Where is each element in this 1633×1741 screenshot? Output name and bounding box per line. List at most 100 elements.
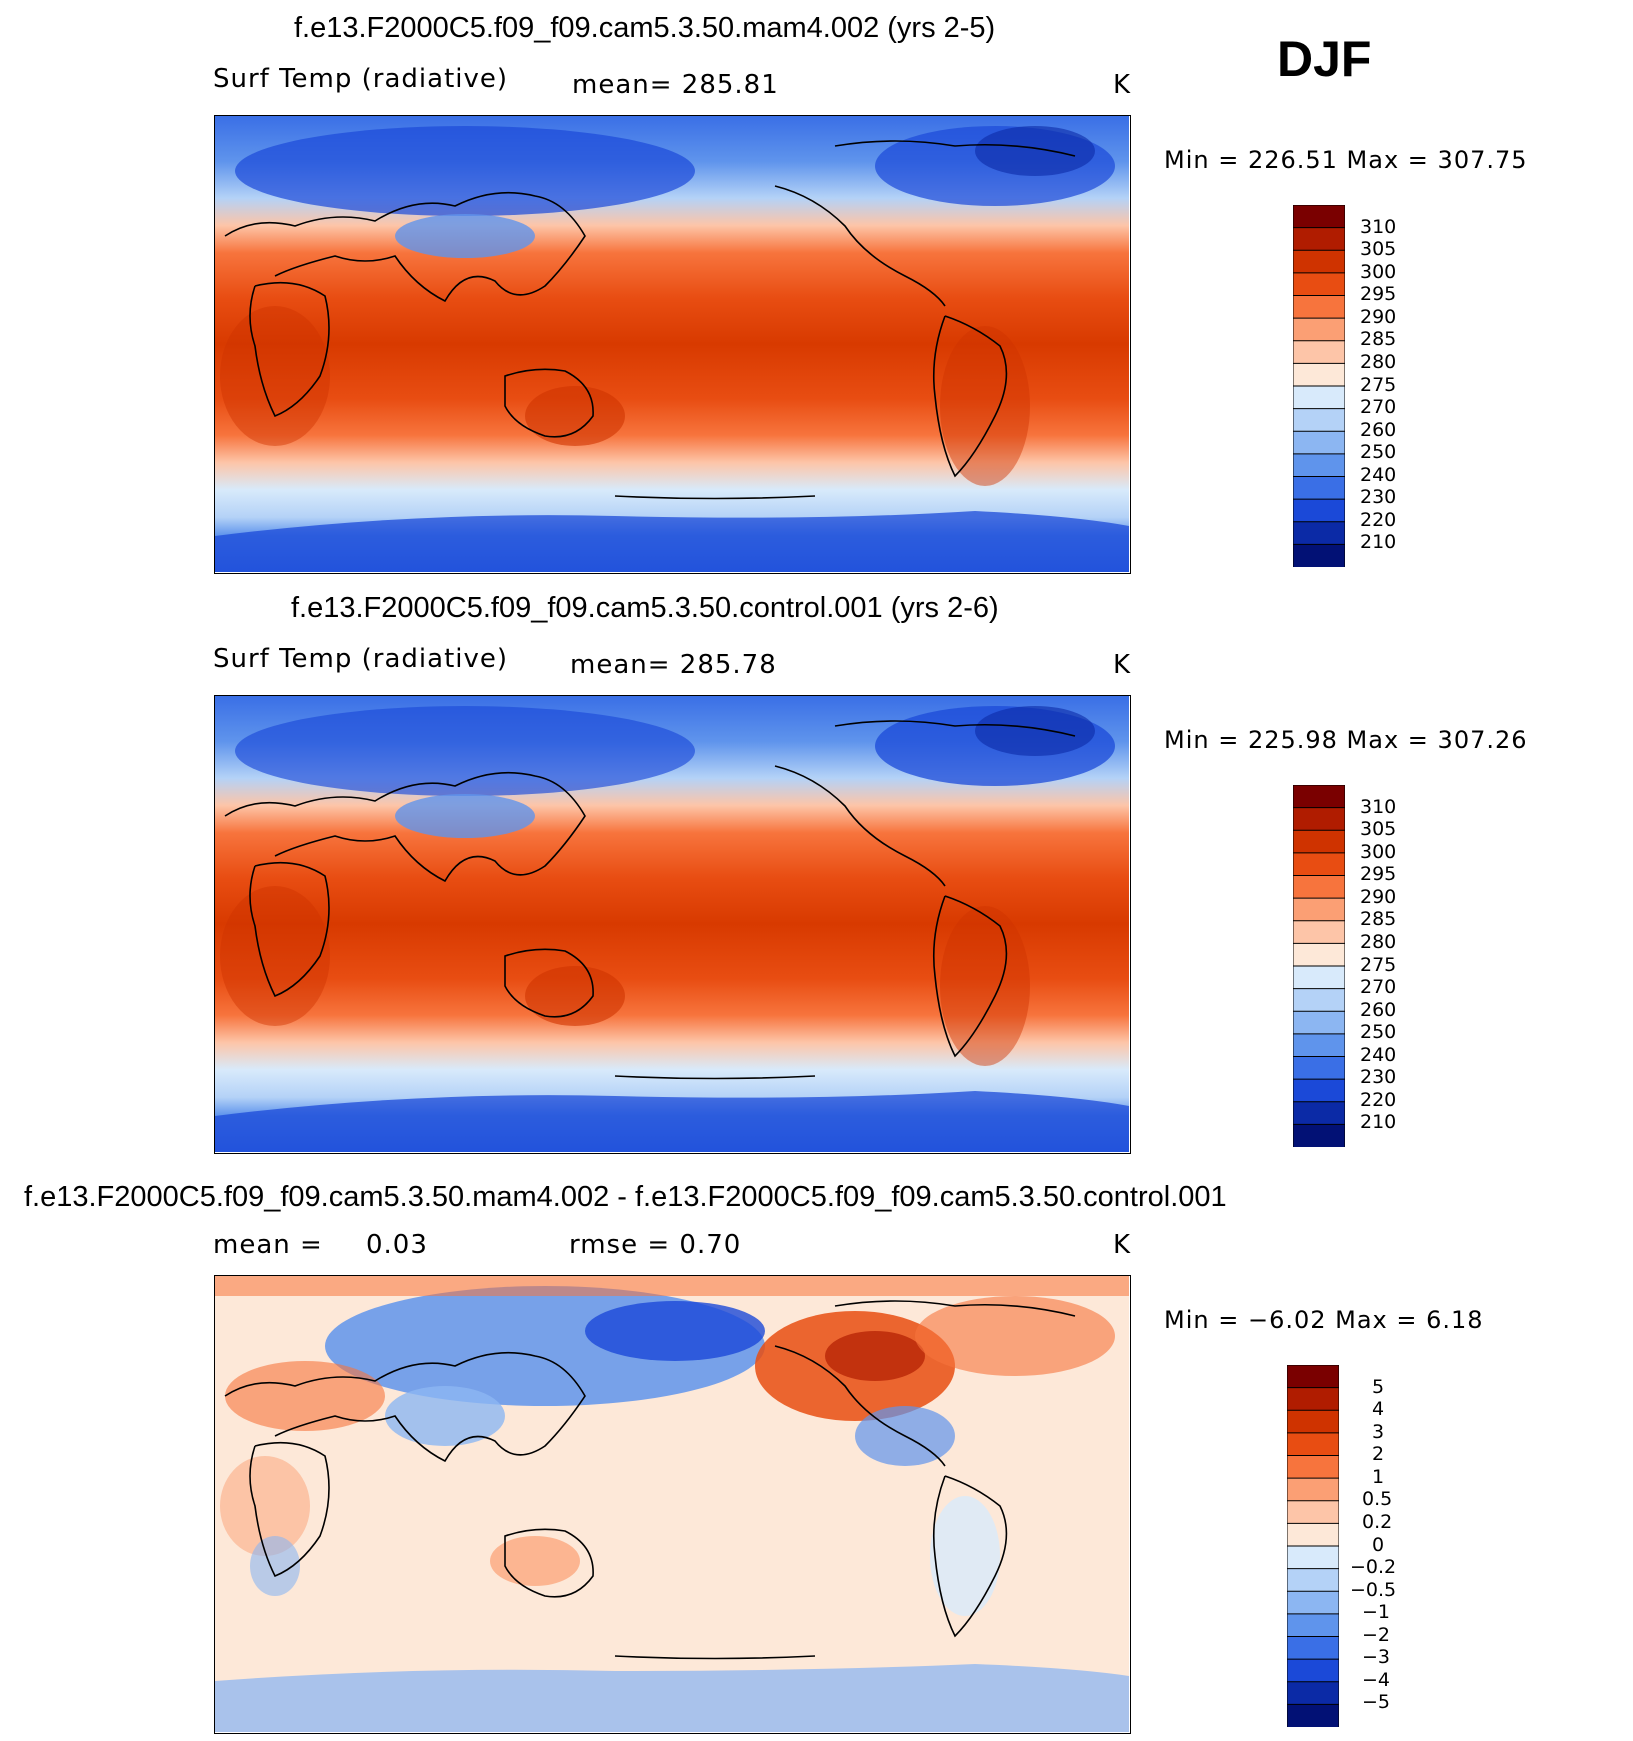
- panel-3-mean-label: mean =: [213, 1230, 323, 1260]
- panel-3-map: [214, 1275, 1131, 1734]
- panel-2-cbar-label: 305: [1360, 818, 1397, 840]
- panel-3-cbar-label: 0: [1372, 1534, 1385, 1556]
- panel-3-title: f.e13.F2000C5.f09_f09.cam5.3.50.mam4.002…: [24, 1181, 1227, 1213]
- colorbar-swatch: [1286, 1455, 1340, 1480]
- colorbar-swatch: [1292, 1101, 1346, 1126]
- colorbar-swatch: [1292, 1078, 1346, 1103]
- colorbar-swatch: [1292, 988, 1346, 1013]
- panel-3-mean-value: 0.03: [366, 1230, 428, 1260]
- panel-2-cbar-label: 270: [1360, 976, 1397, 998]
- panel-3-cbar-label: −2: [1362, 1624, 1391, 1646]
- colorbar-swatch: [1286, 1681, 1340, 1706]
- panel-1-cbar-label: 300: [1360, 261, 1397, 283]
- colorbar-swatch: [1292, 430, 1346, 455]
- panel-2-cbar-label: 290: [1360, 886, 1397, 908]
- colorbar-swatch: [1286, 1545, 1340, 1570]
- colorbar-swatch: [1292, 408, 1346, 433]
- panel-1-cbar-label: 285: [1360, 328, 1397, 350]
- panel-2-minmax: Min = 225.98 Max = 307.26: [1164, 726, 1528, 754]
- colorbar-swatch: [1286, 1432, 1340, 1457]
- panel-1-cbar-label: 230: [1360, 486, 1397, 508]
- panel-1-cbar-label: 280: [1360, 351, 1397, 373]
- panel-1-cbar-label: 310: [1360, 216, 1397, 238]
- panel-2-colorbar-labels: 310 305 300 295 290 285 280 275 270 260 …: [1360, 785, 1420, 1147]
- panel-1-cbar-label: 220: [1360, 509, 1397, 531]
- colorbar-swatch: [1292, 498, 1346, 523]
- panel-2-colorbar: [1292, 784, 1346, 1149]
- colorbar-swatch: [1292, 1033, 1346, 1058]
- panel-3-cbar-label: −4: [1362, 1669, 1391, 1691]
- panel-3-cbar-label: −0.2: [1350, 1556, 1397, 1578]
- panel-2-cbar-label: 280: [1360, 931, 1397, 953]
- colorbar-swatch: [1292, 920, 1346, 945]
- colorbar-swatch: [1286, 1590, 1340, 1615]
- colorbar-swatch: [1292, 852, 1346, 877]
- panel-3-cbar-label: 3: [1372, 1421, 1385, 1443]
- panel-2-cbar-label: 260: [1360, 999, 1397, 1021]
- panel-2-cbar-label: 210: [1360, 1111, 1397, 1133]
- panel-1-cbar-label: 240: [1360, 464, 1397, 486]
- panel-3-cbar-label: 1: [1372, 1466, 1385, 1488]
- panel-3-units: K: [1113, 1230, 1132, 1260]
- panel-3-colorbar-labels: 5 4 3 2 1 0.5 0.2 0 −0.2 −0.5 −1 −2 −3 −…: [1350, 1365, 1420, 1727]
- colorbar-swatch: [1286, 1522, 1340, 1548]
- panel-2-units: K: [1113, 650, 1132, 680]
- panel-2-cbar-label: 275: [1360, 954, 1397, 976]
- colorbar-swatch: [1292, 521, 1346, 546]
- colorbar-swatch: [1292, 784, 1346, 809]
- panel-1-cbar-label: 305: [1360, 238, 1397, 260]
- panel-2-cbar-label: 250: [1360, 1021, 1397, 1043]
- colorbar-swatch: [1286, 1364, 1340, 1389]
- panel-1-colorbar: [1292, 204, 1346, 569]
- colorbar-swatch: [1292, 272, 1346, 297]
- panel-1-field-label: Surf Temp (radiative): [213, 64, 509, 94]
- panel-2-mean: mean= 285.78: [570, 650, 777, 680]
- panel-1-map: [214, 115, 1131, 574]
- panel-3-cbar-label: 5: [1372, 1376, 1385, 1398]
- panel-3-cbar-label: −3: [1362, 1646, 1391, 1668]
- panel-2-cbar-label: 300: [1360, 841, 1397, 863]
- colorbar-swatch: [1292, 340, 1346, 365]
- panel-3-cbar-label: −1: [1362, 1601, 1391, 1623]
- panel-1-cbar-label: 210: [1360, 531, 1397, 553]
- panel-1-minmax: Min = 226.51 Max = 307.75: [1164, 146, 1528, 174]
- panel-3-cbar-label: 0.2: [1362, 1511, 1393, 1533]
- colorbar-swatch: [1292, 829, 1346, 854]
- panel-2-cbar-label: 230: [1360, 1066, 1397, 1088]
- panel-1-units: K: [1113, 70, 1132, 100]
- colorbar-swatch: [1292, 897, 1346, 922]
- colorbar-swatch: [1292, 385, 1346, 410]
- panel-2-cbar-label: 310: [1360, 796, 1397, 818]
- panel-1-title: f.e13.F2000C5.f09_f09.cam5.3.50.mam4.002…: [294, 12, 996, 44]
- colorbar-swatch: [1286, 1500, 1340, 1525]
- panel-2-cbar-label: 285: [1360, 908, 1397, 930]
- colorbar-swatch: [1292, 317, 1346, 342]
- colorbar-swatch: [1292, 453, 1346, 478]
- colorbar-swatch: [1292, 1010, 1346, 1035]
- colorbar-swatch: [1286, 1568, 1340, 1593]
- panel-1-cbar-label: 260: [1360, 419, 1397, 441]
- panel-2-cbar-label: 220: [1360, 1089, 1397, 1111]
- colorbar-swatch: [1292, 965, 1346, 990]
- colorbar-swatch: [1286, 1636, 1340, 1661]
- panel-3-rmse: rmse = 0.70: [569, 1230, 742, 1260]
- panel-3-cbar-label: 0.5: [1362, 1488, 1393, 1510]
- panel-3-cbar-label: −5: [1362, 1691, 1391, 1713]
- panel-1-cbar-label: 270: [1360, 396, 1397, 418]
- season-label: DJF: [1277, 31, 1372, 87]
- panel-3-minmax: Min = −6.02 Max = 6.18: [1164, 1306, 1484, 1334]
- colorbar-swatch: [1292, 227, 1346, 252]
- colorbar-swatch: [1286, 1613, 1340, 1638]
- colorbar-swatch: [1292, 875, 1346, 900]
- colorbar-swatch: [1292, 476, 1346, 501]
- panel-2-cbar-label: 295: [1360, 863, 1397, 885]
- colorbar-swatch: [1292, 249, 1346, 274]
- panel-1-colorbar-labels: 310 305 300 295 290 285 280 275 270 260 …: [1360, 205, 1420, 567]
- panel-1-cbar-label: 295: [1360, 283, 1397, 305]
- colorbar-swatch: [1286, 1387, 1340, 1412]
- panel-2-title: f.e13.F2000C5.f09_f09.cam5.3.50.control.…: [291, 592, 999, 624]
- colorbar-swatch: [1286, 1409, 1340, 1434]
- colorbar-swatch: [1286, 1703, 1340, 1729]
- panel-1-cbar-label: 290: [1360, 306, 1397, 328]
- panel-2-field-label: Surf Temp (radiative): [213, 644, 509, 674]
